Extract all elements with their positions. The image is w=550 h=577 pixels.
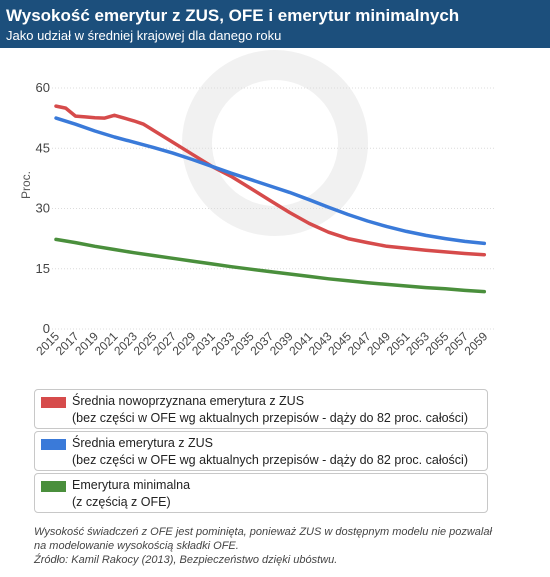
legend-swatch-red [41, 397, 66, 408]
x-axis-ticks: 2015201720192021202320252027202920312033… [33, 329, 490, 358]
chart-subtitle: Jako udział w średniej krajowej dla dane… [6, 28, 282, 43]
legend-swatch-green [41, 481, 66, 492]
y-tick-label: 15 [36, 261, 50, 276]
legend-label: Emerytura minimalna [72, 478, 191, 492]
watermark-ring [182, 50, 368, 236]
footnote: Wysokość świadczeń z OFE jest pominięta,… [34, 525, 514, 567]
series-line-2 [54, 116, 487, 246]
y-axis-label: Proc. [19, 171, 33, 199]
legend-label: Średnia nowoprzyznana emerytura z ZUS [72, 394, 305, 408]
legend-swatch-blue [41, 439, 66, 450]
line-chart: 0 15 30 45 60 201520172019202120232025202720… [19, 50, 494, 358]
y-tick-label: 60 [36, 80, 50, 95]
legend-item-avg-zus: Średnia emerytura z ZUS (bez części w OF… [34, 431, 488, 471]
legend-label: Średnia emerytura z ZUS [72, 436, 214, 450]
legend-item-new-zus: Średnia nowoprzyznana emerytura z ZUS (b… [34, 389, 488, 429]
legend-item-minimal: Emerytura minimalna (z częścią z OFE) [34, 473, 488, 513]
y-tick-label: 0 [43, 321, 50, 336]
y-axis-ticks: 0 15 30 45 60 [36, 80, 50, 336]
series-line-3 [54, 237, 487, 294]
legend-note: (bez części w OFE wg aktualnych przepisó… [72, 453, 468, 467]
watermark-logo [182, 50, 368, 236]
x-tick-label: 2059 [462, 329, 491, 358]
series-lines [54, 104, 487, 294]
chart-title: Wysokość emerytur z ZUS, OFE i emerytur … [6, 6, 460, 25]
chart-header: Wysokość emerytur z ZUS, OFE i emerytur … [0, 0, 550, 48]
legend-note: (z częścią z OFE) [72, 495, 171, 509]
legend-note: (bez części w OFE wg aktualnych przepisó… [72, 411, 468, 425]
y-tick-label: 30 [36, 201, 50, 216]
footnote-line: Wysokość świadczeń z OFE jest pominięta,… [34, 526, 492, 538]
footnote-line: na modelowanie wysokością składki OFE. [34, 540, 239, 552]
y-tick-label: 45 [36, 140, 50, 155]
source-line: Źródło: Kamil Rakocy (2013), Bezpieczeńs… [34, 554, 338, 566]
